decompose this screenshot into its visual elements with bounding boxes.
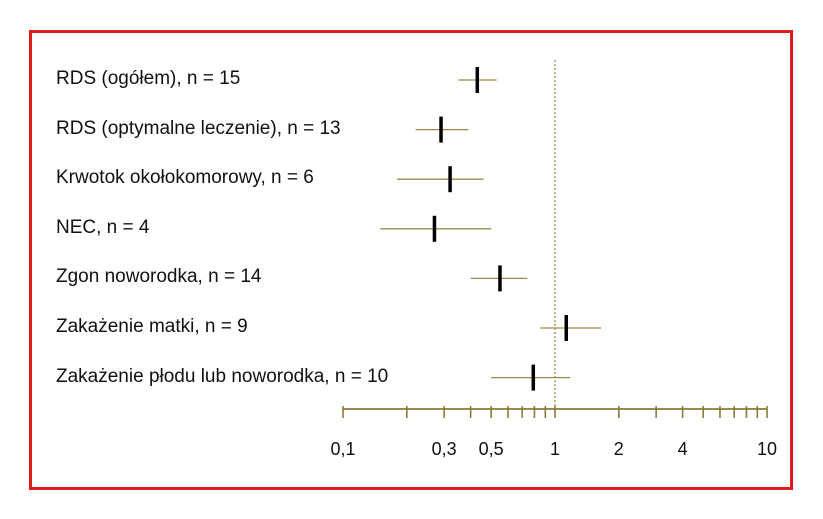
x-tick-label: 0,5	[479, 439, 504, 459]
x-tick-label: 10	[757, 439, 777, 459]
row-label: NEC, n = 4	[56, 216, 150, 238]
chart-frame	[29, 30, 793, 490]
x-tick-label: 1	[550, 439, 560, 459]
x-tick-label: 0,3	[432, 439, 457, 459]
row-label: RDS (optymalne leczenie), n = 13	[56, 117, 341, 139]
row-label: Krwotok okołokomorowy, n = 6	[56, 167, 314, 189]
row-label: RDS (ogółem), n = 15	[56, 68, 241, 89]
row-label: Zakażenie matki, n = 9	[56, 316, 248, 337]
x-tick-label: 4	[678, 439, 688, 459]
x-tick-label: 0,1	[330, 439, 355, 459]
x-tick-label: 2	[614, 439, 624, 459]
row-label: Zgon noworodka, n = 14	[56, 266, 262, 288]
row-label: Zakażenie płodu lub noworodka, n = 10	[56, 365, 389, 387]
